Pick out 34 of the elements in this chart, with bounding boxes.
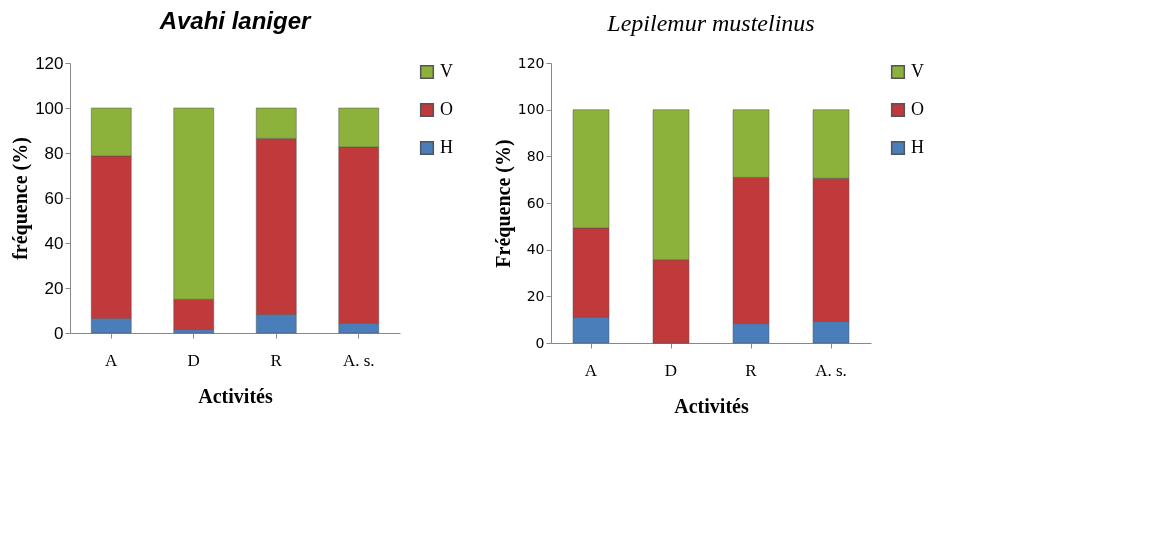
y-tick-label: 80 — [526, 147, 545, 164]
y-tick-label: 0 — [54, 323, 64, 343]
y-tick-label: 20 — [44, 278, 64, 298]
y-tick-label: 40 — [526, 241, 545, 258]
y-tick-label: 60 — [526, 194, 545, 211]
x-tick-label: A. s. — [342, 350, 375, 370]
y-tick-label: 120 — [517, 54, 545, 71]
x-tick-label: D — [664, 360, 678, 380]
legend-label: V — [911, 61, 924, 81]
x-tick-label: D — [187, 350, 200, 370]
x-tick-label: R — [270, 350, 283, 370]
x-tick-label: A — [584, 360, 598, 380]
x-axis-title: Activités — [198, 384, 273, 407]
legend-label: V — [440, 61, 453, 81]
y-axis-title: Fréquence (%) — [491, 139, 515, 268]
legend-label: H — [911, 137, 924, 157]
legend-label: O — [440, 99, 453, 119]
y-axis-title: fréquence (%) — [9, 137, 33, 260]
y-tick-label: 80 — [44, 143, 64, 163]
x-axis-title: Activités — [674, 394, 749, 417]
y-tick-label: 60 — [44, 188, 64, 208]
y-tick-label: 120 — [35, 53, 64, 73]
y-tick-label: 20 — [526, 287, 545, 304]
chart-title: Avahi laniger — [158, 7, 313, 34]
chart-title: Lepilemur mustelinus — [606, 10, 815, 36]
legend-label: O — [911, 99, 924, 119]
legend-label: H — [440, 137, 453, 157]
x-tick-label: R — [745, 360, 758, 380]
y-tick-label: 40 — [44, 233, 64, 253]
x-tick-label: A. s. — [815, 360, 847, 380]
y-tick-label: 0 — [535, 334, 545, 351]
x-tick-label: A — [105, 350, 119, 370]
y-tick-label: 100 — [35, 98, 64, 118]
y-tick-label: 100 — [517, 101, 545, 118]
